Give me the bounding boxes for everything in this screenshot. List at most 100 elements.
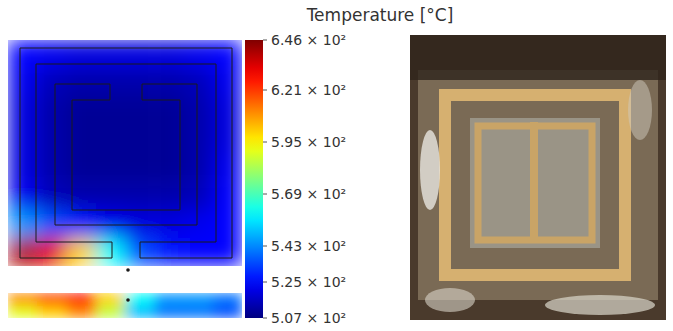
cell <box>37 293 67 306</box>
inner-ring-outer <box>55 84 197 225</box>
cell <box>67 210 97 239</box>
colorbar-label: 5.25 × 10² <box>271 274 346 290</box>
colorbar-tick <box>263 142 267 143</box>
cell <box>8 68 38 97</box>
cell <box>125 293 155 306</box>
cell <box>67 181 97 210</box>
cell <box>37 210 67 239</box>
colorbar-tick <box>263 246 267 247</box>
cell <box>96 97 126 126</box>
cell <box>37 181 67 210</box>
cell <box>213 238 242 266</box>
cell <box>96 153 126 182</box>
cell <box>213 293 242 306</box>
cell <box>184 306 214 319</box>
cell <box>37 306 67 319</box>
photo-top-shadow <box>410 35 666 80</box>
cell <box>184 153 214 182</box>
glare <box>628 80 652 140</box>
heatmap-cells <box>8 293 242 318</box>
cell <box>67 306 97 319</box>
cell <box>67 68 97 97</box>
cell <box>8 125 38 154</box>
cell <box>213 40 242 69</box>
cell <box>125 125 155 154</box>
title: Temperature [°C] <box>306 5 454 25</box>
cell <box>67 153 97 182</box>
cell <box>125 68 155 97</box>
cell <box>125 153 155 182</box>
center-line <box>530 122 538 240</box>
colorbar-label: 5.69 × 10² <box>271 186 346 202</box>
substrate <box>418 70 658 300</box>
cell <box>213 210 242 239</box>
cell <box>154 68 184 97</box>
colorbar-tick <box>263 40 267 41</box>
colorbar-label: 5.43 × 10² <box>271 238 346 254</box>
cell <box>213 153 242 182</box>
colorbar-label: 5.95 × 10² <box>271 134 346 150</box>
cell <box>8 153 38 182</box>
inner-ring-inner <box>72 100 180 210</box>
colorbar-tick <box>263 282 267 283</box>
cell <box>96 181 126 210</box>
colorbar-tick <box>263 318 267 319</box>
cell <box>8 293 38 306</box>
heatmap-lower <box>8 293 242 318</box>
outer-ring <box>445 95 625 275</box>
cell <box>37 68 67 97</box>
cell <box>125 210 155 239</box>
cell <box>213 306 242 319</box>
heatmap-cells <box>8 40 242 266</box>
cell <box>8 210 38 239</box>
resonator-outline <box>20 48 232 258</box>
probe-dot <box>126 298 130 302</box>
cell <box>8 40 38 69</box>
cell <box>213 125 242 154</box>
cell <box>125 306 155 319</box>
cell <box>125 97 155 126</box>
colorbar-tick <box>263 90 267 91</box>
cell <box>213 68 242 97</box>
cell <box>37 97 67 126</box>
photo <box>410 35 666 320</box>
inner-gap <box>110 84 142 100</box>
photo-bg <box>410 35 666 320</box>
cell <box>154 293 184 306</box>
glare <box>425 288 475 312</box>
glare <box>545 295 655 315</box>
outer-ring-outer <box>20 48 232 258</box>
cell <box>67 97 97 126</box>
colorbar-label: 6.21 × 10² <box>271 82 346 98</box>
cell <box>67 125 97 154</box>
cell <box>8 306 38 319</box>
cell <box>96 306 126 319</box>
cell <box>37 125 67 154</box>
cell <box>154 306 184 319</box>
glare <box>420 130 440 210</box>
cell <box>125 181 155 210</box>
cell <box>96 68 126 97</box>
cell <box>67 293 97 306</box>
cell <box>213 97 242 126</box>
heatmap-main <box>8 40 242 266</box>
cell <box>8 238 38 266</box>
cell <box>184 125 214 154</box>
colorbar-label: 6.46 × 10² <box>271 32 346 48</box>
cell <box>184 181 214 210</box>
cell <box>96 293 126 306</box>
colorbar <box>245 40 263 318</box>
cell <box>8 181 38 210</box>
cell <box>184 210 214 239</box>
cell <box>154 210 184 239</box>
cell <box>96 210 126 239</box>
figure: Temperature [°C] 6.46 × 10² 6.21 × 10² 5.95… <box>0 0 673 331</box>
cell <box>213 181 242 210</box>
colorbar-tick <box>263 194 267 195</box>
cell <box>184 293 214 306</box>
cell <box>96 125 126 154</box>
cell <box>184 97 214 126</box>
probe-dot <box>126 268 130 272</box>
inner-pad <box>470 118 600 248</box>
cell <box>8 97 38 126</box>
